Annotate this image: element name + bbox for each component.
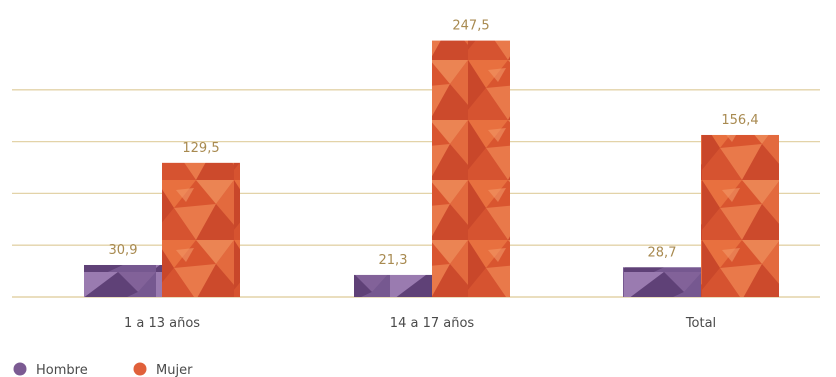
legend-label: Hombre (36, 363, 88, 377)
bars (84, 40, 779, 298)
bar-hombre (623, 267, 701, 297)
legend-item-hombre: Hombre (13, 362, 88, 377)
value-labels: 30,9 21,3 28,7 129,5 247,5 156,4 (109, 19, 759, 268)
x-tick-labels: 1 a 13 años 14 a 17 años Total (124, 316, 716, 331)
legend-item-mujer: Mujer (133, 362, 193, 377)
bar-mujer (701, 134, 779, 297)
value-label-hombre: 28,7 (648, 245, 677, 260)
legend-swatch (13, 362, 27, 376)
bar-hombre (354, 274, 432, 297)
bar-hombre (84, 264, 162, 297)
bar-mujer (162, 162, 240, 297)
x-tick-label: Total (685, 316, 716, 331)
value-label-hombre: 30,9 (109, 243, 138, 258)
legend: Hombre Mujer (13, 362, 193, 377)
value-label-mujer: 129,5 (182, 141, 219, 156)
x-tick-label: 1 a 13 años (124, 316, 200, 331)
legend-label: Mujer (156, 363, 193, 377)
x-tick-label: 14 a 17 años (390, 316, 475, 331)
legend-swatch (133, 362, 147, 376)
bar-mujer (432, 40, 510, 298)
value-label-hombre: 21,3 (379, 253, 408, 268)
value-label-mujer: 156,4 (721, 113, 758, 128)
value-label-mujer: 247,5 (452, 19, 489, 34)
